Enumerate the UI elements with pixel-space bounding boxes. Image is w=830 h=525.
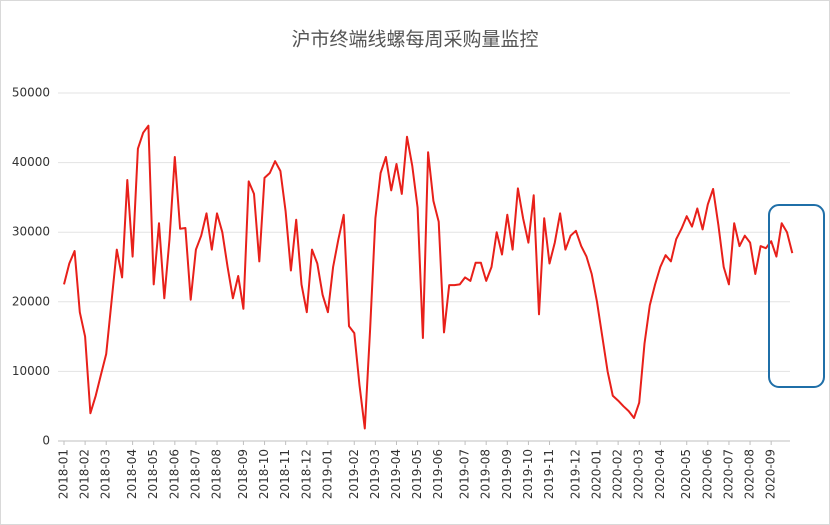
y-tick-label: 20000 <box>12 294 50 308</box>
x-tick-label: 2020-02 <box>611 449 625 499</box>
x-tick-label: 2018-09 <box>236 449 250 499</box>
x-tick-label: 2020-05 <box>679 449 693 499</box>
x-tick-label: 2018-02 <box>78 449 92 499</box>
x-tick-label: 2020-08 <box>743 449 757 499</box>
x-tick-label: 2020-01 <box>590 449 604 499</box>
x-tick-label: 2019-11 <box>542 449 556 499</box>
x-tick-label: 2018-03 <box>99 449 113 499</box>
highlight-box <box>768 204 825 388</box>
y-tick-label: 0 <box>42 434 50 448</box>
x-tick-label: 2020-09 <box>764 449 778 499</box>
y-tick-label: 40000 <box>12 155 50 169</box>
x-tick-label: 2019-05 <box>410 449 424 499</box>
y-tick-label: 30000 <box>12 225 50 239</box>
x-tick-label: 2019-04 <box>389 449 403 499</box>
x-tick-label: 2020-03 <box>632 449 646 499</box>
x-tick-label: 2018-04 <box>125 449 139 499</box>
x-tick-label: 2018-07 <box>188 449 202 499</box>
x-tick-label: 2020-07 <box>721 449 735 499</box>
x-tick-label: 2019-06 <box>431 449 445 499</box>
x-tick-label: 2019-12 <box>568 449 582 499</box>
x-tick-label: 2020-04 <box>653 449 667 499</box>
x-tick-label: 2019-03 <box>368 449 382 499</box>
x-tick-label: 2019-02 <box>347 449 361 499</box>
x-tick-label: 2019-09 <box>500 449 514 499</box>
line-series <box>63 124 794 430</box>
x-tick-label: 2018-01 <box>57 449 71 499</box>
x-tick-label: 2019-01 <box>320 449 334 499</box>
x-tick-label: 2018-11 <box>278 449 292 499</box>
x-tick-label: 2019-10 <box>521 449 535 499</box>
x-tick-label: 2018-10 <box>257 449 271 499</box>
x-tick-label: 2018-08 <box>210 449 224 499</box>
x-tick-label: 2019-07 <box>458 449 472 499</box>
y-tick-label: 50000 <box>12 86 50 100</box>
x-tick-label: 2019-08 <box>479 449 493 499</box>
x-tick-label: 2018-06 <box>167 449 181 499</box>
x-tick-label: 2020-06 <box>700 449 714 499</box>
y-tick-label: 10000 <box>12 364 50 378</box>
chart-title: 沪市终端线螺每周采购量监控 <box>291 29 538 51</box>
x-tick-label: 2018-12 <box>299 449 313 499</box>
x-tick-label: 2018-05 <box>146 449 160 499</box>
